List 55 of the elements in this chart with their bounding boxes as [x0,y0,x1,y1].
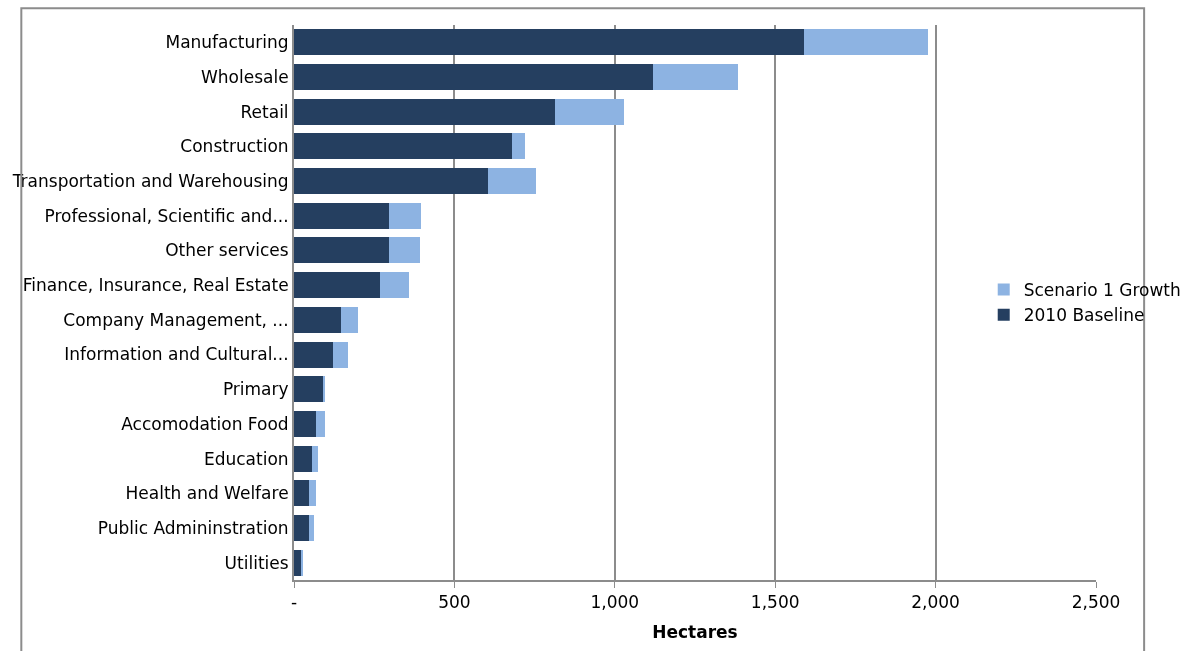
bar [294,272,381,299]
x-tick-label: 500 [438,592,471,613]
x-tick-label: - [290,592,298,613]
legend-label: Scenario 1 Growth [1023,280,1181,301]
y-tick-label: Utilities [224,552,289,573]
y-tick-label: Information and Cultural... [64,344,289,365]
bar [294,98,556,125]
bar [380,272,410,299]
bar [294,376,323,403]
bar [512,133,525,160]
y-tick-label: Manufacturing [165,32,289,53]
bar [294,202,390,229]
y-tick-label: Construction [180,136,289,157]
bar [555,98,625,125]
x-tick-label: 1,500 [750,592,800,613]
bar [294,410,317,437]
bar [294,341,333,368]
bar [294,64,654,91]
y-tick-label: Other services [165,240,289,261]
y-tick-label: Company Management, ... [63,309,289,330]
y-tick-label: Public Admininstration [97,517,289,538]
bar [294,549,301,576]
x-tick-label: 2,500 [1071,592,1121,613]
bar [389,202,422,229]
bar [300,549,303,576]
y-tick-label: Wholesale [200,66,289,87]
bar [294,168,489,195]
bar [294,133,513,160]
bar [294,306,342,333]
y-tick-label: Health and Welfare [125,483,289,504]
bar [294,445,312,472]
y-tick-label: Retail [240,101,289,122]
x-tick-label: 2,000 [911,592,960,613]
bar [309,514,314,541]
bar [341,306,358,333]
bar [389,237,420,264]
bar [309,480,317,507]
x-axis-title: Hectares [652,622,738,643]
y-tick-label: Education [203,448,289,469]
x-tick-label: 1,000 [590,592,640,613]
y-tick-label: Professional, Scientific and... [44,205,289,226]
bar [316,410,326,437]
bar [294,29,805,56]
y-tick-label: Accomodation Food [121,413,289,434]
bar [804,29,928,56]
bar [294,237,390,264]
bar [653,64,739,91]
bar [488,168,537,195]
bar [294,514,310,541]
y-tick-label: Primary [222,379,289,400]
bar [332,341,349,368]
bar [294,480,310,507]
y-tick-label: Transportation and Warehousing [11,171,289,192]
y-tick-label: Finance, Insurance, Real Estate [22,275,289,296]
legend-label: 2010 Baseline [1023,305,1145,326]
